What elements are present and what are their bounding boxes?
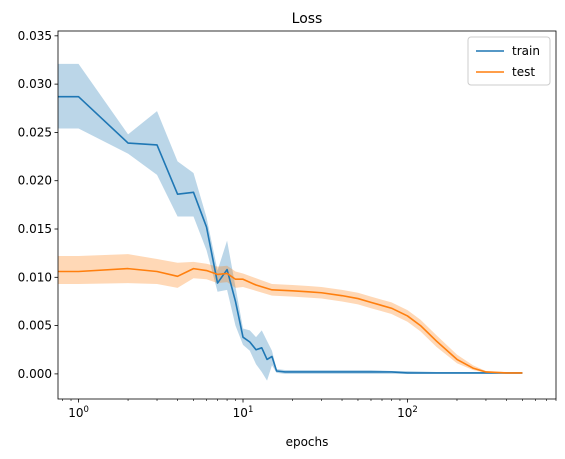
test-line (58, 267, 523, 374)
legend: train test (467, 36, 551, 86)
y-tick-label: 0.020 (18, 174, 52, 188)
y-tick-label: 0.005 (18, 319, 52, 333)
legend-box (467, 36, 551, 86)
y-tick-label: 0.010 (18, 270, 52, 284)
series-lines (58, 95, 523, 374)
x-tick-label: 101 (233, 405, 254, 420)
legend-label-test: test (512, 65, 535, 79)
y-tick-label: 0.030 (18, 77, 52, 91)
y-tick-label: 0.000 (18, 367, 52, 381)
x-tick-label: 100 (68, 405, 89, 420)
x-tick-label: 102 (397, 405, 418, 420)
train-line (58, 95, 523, 374)
y-tick-label: 0.025 (18, 125, 52, 139)
legend-label-train: train (512, 44, 540, 58)
chart-title: Loss (292, 11, 323, 27)
y-tick-label: 0.035 (18, 29, 52, 43)
plot-frame (57, 30, 557, 400)
test-band (58, 254, 523, 374)
y-tick-label: 0.015 (18, 222, 52, 236)
x-axis-label: epochs (286, 435, 329, 449)
x-axis-ticks: 100 101 102 (62, 399, 557, 420)
y-axis-ticks: 0.000 0.005 0.010 0.015 0.020 0.025 0.030 0.035 (18, 29, 58, 381)
confidence-bands (58, 63, 523, 381)
